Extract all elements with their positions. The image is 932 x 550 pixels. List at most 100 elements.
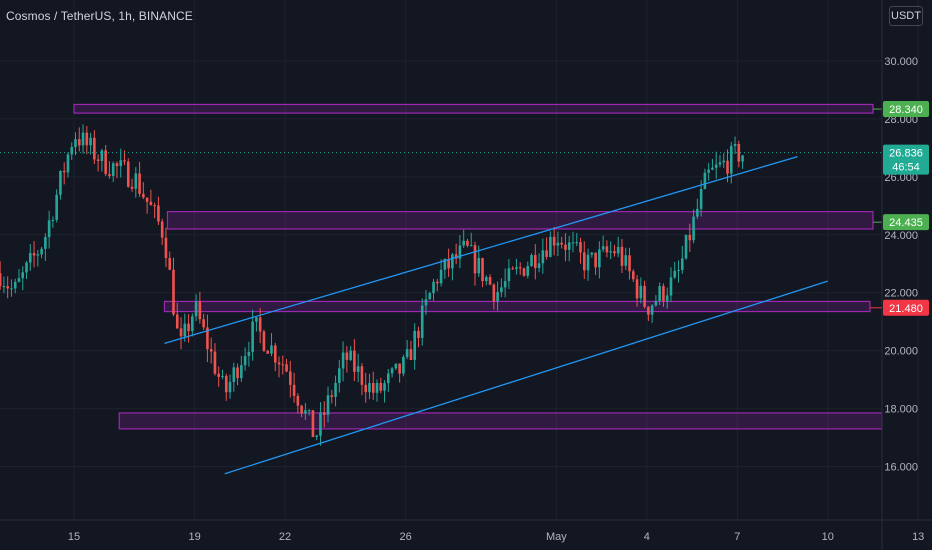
price-label-box — [883, 101, 929, 118]
candle-body — [545, 250, 548, 257]
candle-body — [153, 205, 156, 207]
candle-body — [454, 254, 458, 259]
candle-body — [191, 316, 194, 332]
price-label: 28.340 — [889, 104, 923, 116]
candle-body — [172, 269, 175, 315]
candle-body — [488, 277, 492, 285]
y-tick-label: 20.000 — [884, 346, 918, 358]
price-label-box — [883, 144, 929, 175]
candle-body — [319, 412, 322, 436]
candle-body — [255, 317, 258, 322]
candle-body — [307, 410, 311, 412]
candle-body — [160, 221, 164, 238]
candle-body — [142, 193, 145, 198]
candle-body — [296, 395, 300, 406]
candle-body — [590, 252, 594, 255]
x-tick-label: 4 — [644, 531, 650, 543]
x-tick-label: 22 — [279, 531, 291, 543]
candle-body — [579, 242, 582, 253]
candle-body — [522, 268, 526, 276]
candle-body — [81, 132, 85, 146]
candle-body — [718, 162, 722, 165]
candle-body — [443, 258, 447, 270]
candle-body — [390, 368, 394, 374]
x-tick-label: 13 — [912, 531, 924, 543]
candle-body — [338, 368, 341, 383]
candle-body — [304, 410, 307, 414]
candle-body — [228, 381, 232, 393]
candle-body — [247, 351, 251, 357]
candle-body — [549, 236, 552, 257]
candle-body — [311, 410, 315, 437]
candle-body — [17, 278, 21, 282]
candle-body — [458, 245, 462, 259]
candle-body — [273, 345, 277, 363]
countdown-label: 46:54 — [892, 162, 920, 174]
candle-body — [409, 349, 413, 360]
x-tick-label: 19 — [188, 531, 200, 543]
candle-body — [473, 245, 477, 274]
candle-body — [526, 266, 530, 276]
candle-body — [300, 405, 303, 414]
candle-body — [126, 161, 130, 187]
candle-body — [145, 197, 149, 202]
candle-body — [643, 285, 646, 307]
candle-body — [168, 258, 172, 270]
candle-body — [104, 150, 107, 175]
candle-body — [507, 268, 511, 282]
candle-body — [149, 201, 153, 206]
candle-body — [503, 281, 507, 288]
candle-body — [138, 173, 141, 194]
candle-body — [624, 255, 628, 266]
candle-body — [402, 356, 405, 374]
candle-body — [217, 373, 221, 377]
candle-body — [62, 170, 66, 173]
candle-body — [221, 375, 224, 377]
candle-body — [70, 147, 74, 155]
candle-body — [108, 174, 111, 176]
chart-title: Cosmos / TetherUS, 1h, BINANCE — [6, 9, 193, 23]
price-label: 26.836 — [889, 148, 923, 160]
candle-body — [733, 143, 737, 146]
candle-body — [270, 345, 273, 354]
candle-body — [413, 330, 416, 360]
support-zone-17 — [118, 412, 883, 430]
upper-channel-line — [164, 155, 798, 345]
candle-body — [530, 255, 533, 267]
candle-body — [322, 412, 326, 415]
candle-body — [258, 317, 262, 332]
candle-body — [620, 246, 624, 266]
candle-body — [157, 205, 160, 222]
candle-body — [387, 373, 390, 384]
candle-body — [315, 435, 319, 437]
candle-body — [684, 234, 688, 259]
candle-body — [236, 367, 239, 379]
candle-body — [552, 236, 556, 246]
candle-body — [187, 323, 190, 332]
candle-body — [582, 252, 586, 271]
candle-body — [32, 253, 36, 256]
candle-body — [345, 352, 349, 360]
candle-body — [36, 254, 40, 256]
candle-body — [541, 250, 545, 264]
candle-body — [447, 258, 450, 269]
candle-body — [533, 255, 537, 269]
candle-body — [25, 262, 28, 273]
candle-body — [492, 284, 496, 302]
candle-body — [500, 287, 503, 293]
candle-body — [292, 384, 296, 396]
candle-body — [515, 267, 518, 269]
candle-body — [439, 269, 443, 284]
candle-body — [40, 248, 43, 255]
candle-body — [451, 254, 454, 269]
currency-button[interactable]: USDT — [889, 6, 923, 26]
candle-body — [183, 323, 187, 337]
candle-body — [89, 137, 92, 146]
resistance-zone-28 — [73, 103, 874, 114]
candle-body — [281, 364, 285, 366]
candle-body — [398, 363, 401, 374]
lower-channel-line — [224, 280, 828, 475]
x-tick-label: 15 — [68, 531, 80, 543]
